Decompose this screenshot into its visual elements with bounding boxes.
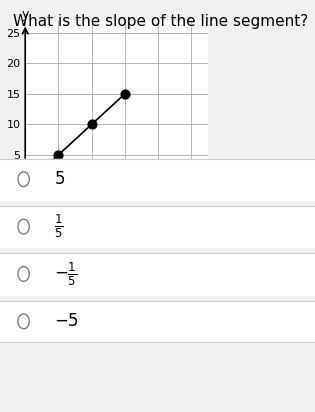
Text: $\frac{1}{5}$: $\frac{1}{5}$: [54, 213, 63, 240]
Point: [23, 182, 28, 189]
Point: [122, 91, 127, 97]
Text: y: y: [21, 7, 29, 21]
Text: $-5$: $-5$: [54, 312, 78, 330]
Text: $5$: $5$: [54, 170, 65, 188]
Point: [56, 152, 61, 158]
Text: x: x: [206, 179, 214, 192]
Text: $-\frac{1}{5}$: $-\frac{1}{5}$: [54, 260, 77, 288]
Text: What is the slope of the line segment?: What is the slope of the line segment?: [13, 14, 308, 29]
Point: [89, 121, 94, 128]
